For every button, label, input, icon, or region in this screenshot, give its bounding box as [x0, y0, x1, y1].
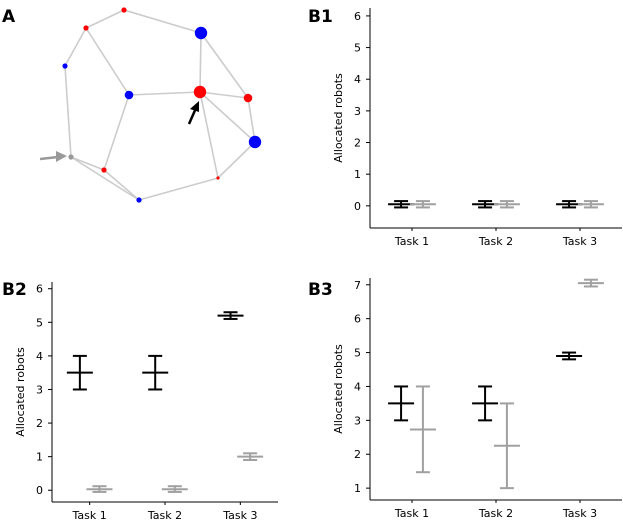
gray-arrow-head: [56, 151, 67, 162]
y-tick-label: 3: [354, 414, 361, 427]
y-tick-label: 0: [36, 484, 43, 497]
errorbar-gray: [409, 200, 436, 209]
errorbar-gray: [577, 278, 604, 288]
network-edge: [199, 91, 256, 143]
network-edge: [103, 169, 140, 201]
network-node-blue: [136, 197, 142, 203]
y-tick-label: 4: [354, 380, 361, 393]
network-edge: [128, 91, 201, 96]
network-node-gray: [68, 154, 74, 160]
network-edge: [70, 156, 105, 171]
errorbar-black: [388, 385, 415, 422]
x-tick-label: Task 1: [394, 507, 429, 520]
panel-label-b1: B1: [308, 7, 333, 27]
x-tick-label: Task 3: [222, 509, 257, 522]
network-edge: [103, 94, 130, 171]
y-tick-label: 1: [36, 451, 43, 464]
network-nodes: [62, 7, 262, 203]
network-edge: [70, 156, 140, 201]
network-edge: [199, 91, 249, 99]
y-tick-label: 5: [36, 316, 43, 329]
errorbar-gray: [409, 385, 436, 474]
network-node-blue: [194, 26, 208, 40]
errorbar-gray: [237, 452, 264, 462]
x-tick-label: Task 3: [562, 507, 597, 520]
panel-label-b3: B3: [308, 280, 333, 300]
network-edge: [123, 9, 202, 34]
y-tick-label: 3: [36, 383, 43, 396]
errorbar-black: [388, 200, 415, 209]
y-axis-label: Allocated robots: [332, 73, 345, 163]
errorbar-gray: [577, 200, 604, 209]
network-node-red: [216, 176, 220, 180]
network-edges: [64, 9, 256, 201]
x-tick-label: Task 1: [72, 509, 107, 522]
x-tick-label: Task 1: [394, 235, 429, 248]
network-edge: [199, 32, 202, 93]
y-tick-label: 7: [354, 279, 361, 292]
y-tick-label: 2: [354, 448, 361, 461]
y-tick-label: 3: [354, 105, 361, 118]
network-node-red: [243, 93, 253, 103]
network-node-red: [193, 85, 207, 99]
y-tick-label: 6: [36, 283, 43, 296]
y-axis-label: Allocated robots: [332, 344, 345, 434]
network-edge: [138, 177, 219, 201]
network-edge: [247, 97, 256, 143]
errorbar-black: [142, 354, 169, 391]
gray-arrow-shaft: [39, 155, 59, 161]
y-tick-label: 0: [354, 200, 361, 213]
network-edge: [217, 141, 256, 179]
errorbar-black: [66, 354, 93, 391]
errorbar-black: [472, 385, 499, 422]
network-node-red: [83, 25, 89, 31]
network-node-blue: [124, 90, 134, 100]
y-tick-label: 2: [36, 417, 43, 430]
y-tick-label: 1: [354, 482, 361, 495]
y-axis-label: Allocated robots: [14, 347, 27, 437]
y-tick-label: 1: [354, 168, 361, 181]
x-tick-label: Task 2: [147, 509, 182, 522]
errorbar-gray: [493, 200, 520, 209]
y-tick-label: 6: [354, 10, 361, 23]
black-arrow-shaft: [187, 107, 198, 125]
y-tick-label: 5: [354, 347, 361, 360]
errorbar-gray: [493, 402, 520, 490]
network-node-red: [121, 7, 127, 13]
errorbar-black: [556, 200, 583, 209]
network-edge: [85, 9, 125, 29]
y-tick-label: 4: [36, 350, 43, 363]
network-edge: [200, 32, 249, 99]
x-tick-label: Task 2: [478, 235, 513, 248]
x-tick-label: Task 3: [562, 235, 597, 248]
network-edge: [64, 65, 72, 158]
y-tick-label: 6: [354, 313, 361, 326]
panel-label-b2: B2: [2, 280, 27, 300]
network-edge: [85, 27, 130, 96]
network-node-red: [101, 167, 107, 173]
y-tick-label: 4: [354, 73, 361, 86]
errorbar-black: [556, 351, 583, 361]
y-tick-label: 2: [354, 137, 361, 150]
network-edge: [64, 27, 87, 67]
black-arrow-head: [190, 101, 199, 112]
x-tick-label: Task 2: [478, 507, 513, 520]
panel-label-a: A: [2, 7, 16, 27]
y-tick-label: 5: [354, 42, 361, 55]
network-arrows: [39, 101, 199, 162]
errorbar-gray: [86, 485, 113, 493]
errorbar-gray: [161, 485, 188, 493]
chart-b1: B1 0 1 2 3 4 5 6 Task 1 Task 2 Task 3 Allocated rob…: [308, 7, 622, 248]
network-edge: [199, 91, 219, 179]
errorbar-black: [472, 200, 499, 209]
errorbar-black: [217, 311, 244, 320]
chart-b2: B2 0 1 2 3 4 5 6 Task 1 Task 2 Task 3 Allocated rob…: [2, 280, 278, 522]
network-node-blue: [62, 63, 68, 69]
network-node-blue: [248, 135, 262, 149]
network-panel: A: [2, 7, 262, 203]
chart-b3: B3 1 2 3 4 5 6 7 Task 1 Task 2 Task 3 Allocated rob…: [308, 278, 622, 520]
